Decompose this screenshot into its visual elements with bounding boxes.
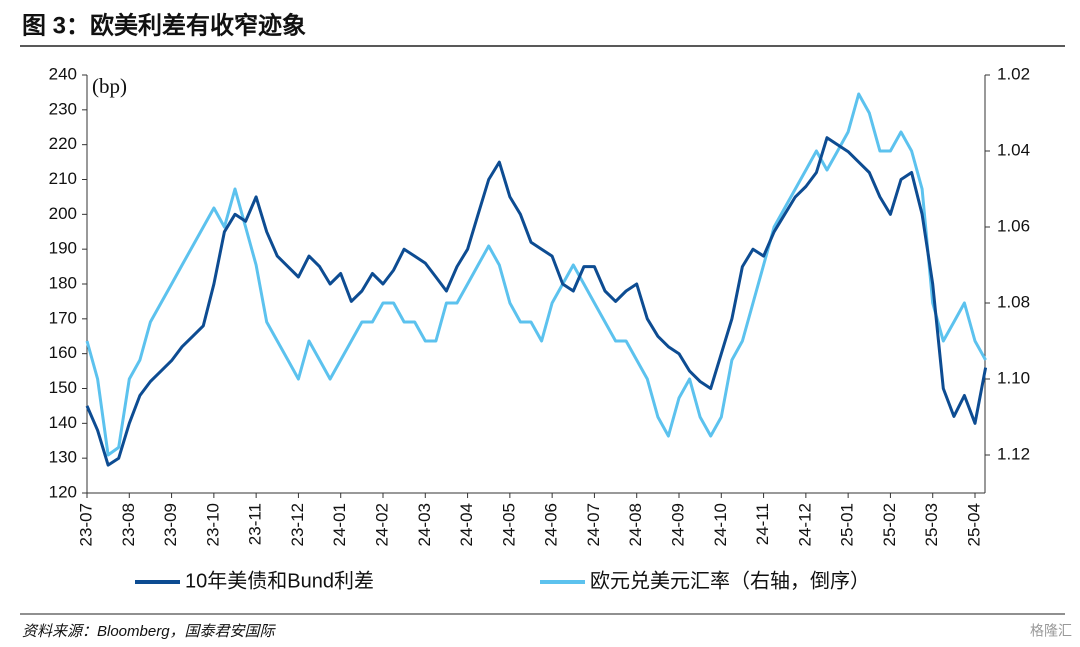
y-tick-label: 200	[49, 204, 77, 223]
x-tick-label: 24-05	[499, 503, 518, 546]
y-tick-label: 240	[49, 64, 77, 83]
legend-label: 欧元兑美元汇率（右轴，倒序）	[590, 569, 870, 592]
x-tick-label: 24-02	[372, 503, 391, 546]
y-tick-label: 120	[49, 482, 77, 501]
x-tick-label: 24-09	[668, 503, 687, 546]
y-tick-label: 180	[49, 273, 77, 292]
x-tick-label: 24-10	[711, 503, 730, 546]
series-line	[85, 136, 988, 467]
x-tick-label: 23-08	[119, 503, 138, 546]
y2-tick-label: 1.12	[997, 444, 1030, 463]
chart-title: 图 3：欧美利差有收窄迹象	[22, 11, 306, 39]
y2-tick-label: 1.10	[997, 368, 1030, 387]
x-tick-label: 25-04	[964, 503, 983, 546]
y-tick-label: 130	[49, 448, 77, 467]
unit-label: (bp)	[92, 74, 127, 98]
y2-tick-label: 1.04	[997, 140, 1030, 159]
x-tick-label: 24-11	[753, 503, 772, 545]
x-tick-label: 24-12	[795, 503, 814, 546]
x-tick-label: 24-03	[415, 503, 434, 546]
x-tick-label: 24-07	[584, 503, 603, 546]
source: 资料来源：Bloomberg，国泰君安国际	[22, 623, 277, 640]
x-tick-label: 23-12	[288, 503, 307, 546]
x-tick-label: 23-11	[246, 503, 265, 545]
legend-label: 10年美债和Bund利差	[185, 569, 374, 592]
x-tick-label: 25-01	[838, 503, 857, 546]
watermark: 格隆汇	[1030, 623, 1072, 639]
y-tick-label: 150	[49, 378, 77, 397]
x-tick-label: 23-10	[203, 503, 222, 546]
y-tick-label: 140	[49, 413, 77, 432]
y-tick-label: 230	[49, 99, 77, 118]
y2-tick-label: 1.06	[997, 216, 1030, 235]
x-tick-label: 25-02	[880, 503, 899, 546]
x-tick-label: 23-07	[76, 503, 95, 546]
y-tick-label: 190	[49, 239, 77, 258]
y2-tick-label: 1.08	[997, 292, 1030, 311]
y-tick-label: 160	[49, 343, 77, 362]
x-tick-label: 24-06	[542, 503, 561, 546]
x-tick-label: 24-04	[457, 503, 476, 546]
x-tick-label: 24-01	[330, 503, 349, 546]
y-tick-label: 170	[49, 308, 77, 327]
x-tick-label: 24-08	[626, 503, 645, 546]
x-tick-label: 25-03	[922, 503, 941, 546]
y-tick-label: 210	[49, 169, 77, 188]
x-tick-label: 23-09	[161, 503, 180, 546]
y2-tick-label: 1.02	[997, 64, 1030, 83]
series-line	[85, 92, 987, 457]
y-tick-label: 220	[49, 134, 77, 153]
